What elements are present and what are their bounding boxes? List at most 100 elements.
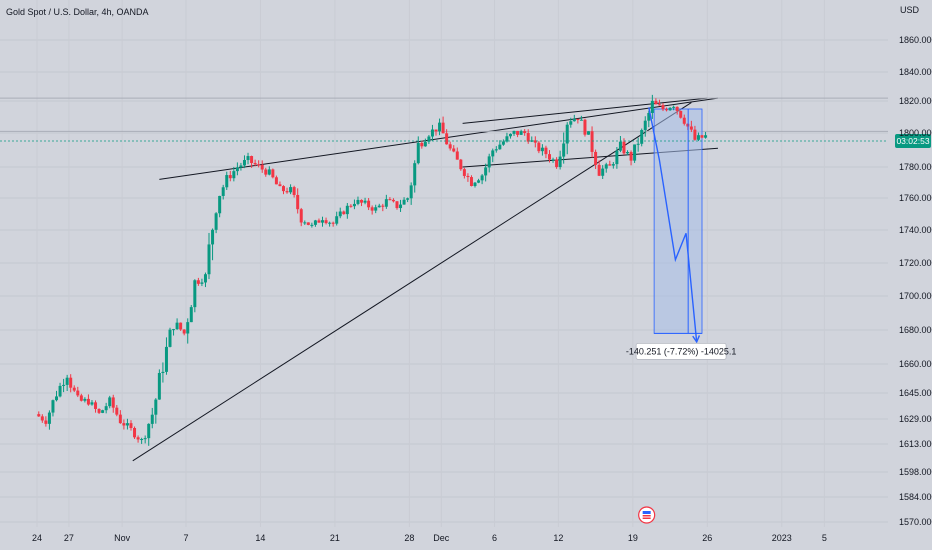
us-flag-event-icon [638, 506, 656, 524]
candle-body [182, 329, 186, 334]
projection-box [653, 108, 703, 334]
x-tick-label: 6 [492, 533, 497, 543]
grid-layer [0, 39, 888, 523]
x-tick-label: 27 [64, 533, 74, 543]
candle-body [558, 156, 562, 168]
candle-body [242, 160, 246, 166]
candle-body [594, 151, 598, 165]
candle-body [462, 169, 466, 176]
candle-body [611, 164, 615, 166]
measure-label: -140.251 (-7.72%) -14025.1 [626, 346, 737, 356]
y-tick-label: 1740.000 [899, 225, 932, 235]
candle-body [44, 420, 48, 424]
candle-body [501, 141, 505, 145]
candle-body [299, 209, 303, 223]
candle-body [338, 211, 342, 217]
y-tick-label: 1720.000 [899, 258, 932, 268]
candle-body [445, 133, 449, 145]
candle-body [136, 437, 140, 440]
candle-body [601, 168, 605, 176]
y-tick-label: 1660.000 [899, 359, 932, 369]
candle-body [551, 159, 555, 161]
candle-body [235, 167, 239, 172]
x-tick-label: 12 [553, 533, 563, 543]
candle-body [296, 194, 300, 210]
candle-body [640, 129, 644, 144]
candle-body [289, 187, 293, 193]
y-tick-label: 1570.000 [899, 517, 932, 527]
projection-path [648, 107, 698, 342]
rising-wedge-support [132, 102, 692, 462]
candle-body [69, 377, 73, 388]
x-tick-label: 7 [183, 533, 188, 543]
projection-layer: -140.251 (-7.72%) -14025.1 03:02:53 [0, 107, 931, 524]
y-tick-label: 1613.000 [899, 439, 932, 449]
candle-body [629, 152, 633, 161]
candle-body [211, 229, 215, 245]
candle-body [179, 322, 183, 330]
candle-body [203, 274, 207, 283]
candle-body [83, 398, 87, 401]
y-tick-label: 1820.000 [899, 96, 932, 106]
candle-body [157, 373, 161, 400]
candle-body [321, 220, 325, 223]
candle-body [508, 133, 512, 137]
candle-body [661, 105, 665, 110]
candle-layer [37, 94, 708, 446]
axis-layer: 1860.000 1840.000 1820.000 1800.000 1780.000… [32, 35, 932, 543]
candle-body [115, 407, 119, 415]
y-tick-label: 1598.000 [899, 467, 932, 477]
candle-body [377, 205, 381, 208]
y-tick-label: 1860.000 [899, 35, 932, 45]
candle-body [618, 141, 622, 151]
measure-label-box [635, 342, 727, 360]
candle-body [459, 159, 463, 170]
candle-body [498, 144, 502, 150]
candle-body [555, 159, 559, 168]
candle-body [58, 385, 62, 397]
candle-body [101, 410, 105, 413]
candle-body [547, 154, 551, 160]
event-marker-stripe [642, 515, 651, 517]
candle-body [228, 175, 232, 179]
candle-body [438, 122, 442, 132]
candle-body [367, 200, 371, 208]
event-marker-stripe [642, 517, 651, 519]
candle-body [154, 399, 158, 415]
x-tick-label: 24 [32, 533, 42, 543]
candle-body [267, 169, 271, 175]
candle-body [310, 224, 314, 226]
candle-body [533, 140, 537, 143]
price-tag [895, 134, 931, 148]
candle-body [700, 135, 704, 138]
candle-body [654, 100, 658, 105]
candle-body [72, 387, 76, 391]
candle-body [537, 142, 541, 152]
x-tick-label: 28 [404, 533, 414, 543]
candle-body [65, 377, 69, 385]
candle-body [140, 439, 144, 441]
candle-body [200, 282, 204, 284]
trendline-layer [0, 97, 888, 462]
candle-body [342, 211, 346, 215]
chart-title: Gold Spot / U.S. Dollar, 4h, OANDA [6, 7, 149, 17]
candle-body [395, 201, 399, 209]
candle-body [207, 244, 211, 275]
candle-body [469, 177, 473, 187]
candle-body [480, 175, 484, 181]
candle-body [416, 142, 420, 164]
event-marker-stripe [642, 511, 651, 514]
candle-body [164, 346, 168, 372]
candle-body [47, 412, 51, 424]
candle-body [494, 149, 498, 151]
candle-body [696, 135, 700, 140]
candle-body [679, 110, 683, 118]
candle-body [604, 164, 608, 169]
candle-body [665, 109, 669, 111]
candle-body [384, 199, 388, 207]
candle-body [193, 280, 197, 308]
candle-body [597, 164, 601, 176]
candle-body [40, 416, 44, 421]
